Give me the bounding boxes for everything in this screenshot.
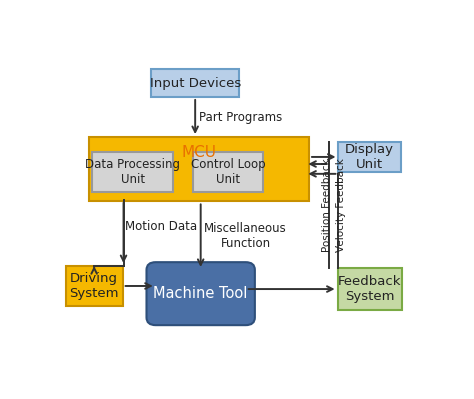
FancyBboxPatch shape: [146, 262, 255, 325]
Text: MCU: MCU: [182, 145, 216, 160]
Text: Machine Tool: Machine Tool: [154, 286, 248, 301]
Text: Motion Data: Motion Data: [125, 220, 198, 233]
Text: Velocity Feedback: Velocity Feedback: [336, 158, 346, 252]
FancyBboxPatch shape: [193, 152, 263, 192]
Text: Control Loop
Unit: Control Loop Unit: [191, 158, 265, 186]
FancyBboxPatch shape: [337, 268, 402, 310]
Text: Data Processing
Unit: Data Processing Unit: [85, 158, 180, 186]
FancyBboxPatch shape: [89, 137, 309, 201]
Text: Miscellaneous
Function: Miscellaneous Function: [204, 222, 287, 250]
Text: Feedback
System: Feedback System: [338, 275, 401, 303]
FancyBboxPatch shape: [92, 152, 173, 192]
Text: Part Programs: Part Programs: [199, 111, 282, 124]
Text: Driving
System: Driving System: [69, 272, 119, 300]
FancyBboxPatch shape: [151, 69, 239, 97]
FancyBboxPatch shape: [66, 266, 123, 306]
Text: Display
Unit: Display Unit: [345, 143, 394, 171]
FancyBboxPatch shape: [338, 142, 401, 172]
Text: Input Devices: Input Devices: [149, 77, 241, 90]
Text: Position Feedback: Position Feedback: [322, 158, 332, 252]
